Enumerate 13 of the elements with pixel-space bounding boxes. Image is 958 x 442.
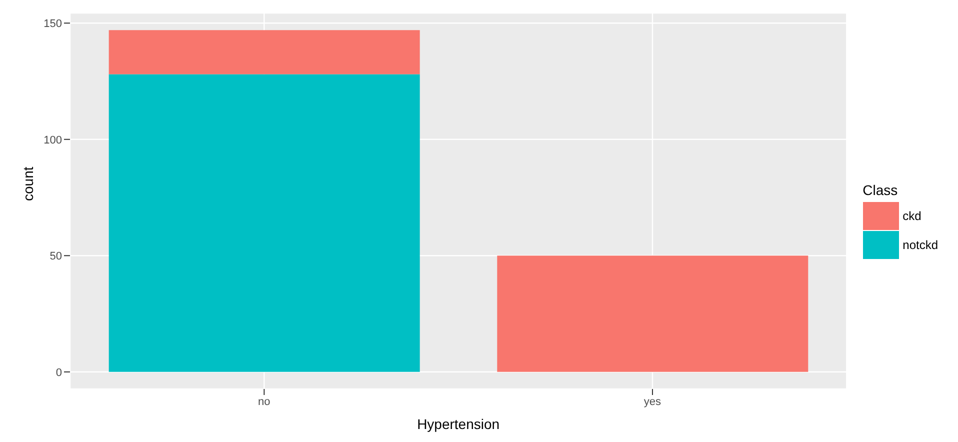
x-tick-label: no <box>258 396 270 408</box>
x-tick-label: yes <box>644 396 662 408</box>
y-tick-label: 0 <box>56 366 62 379</box>
y-tick-label: 150 <box>44 18 62 30</box>
legend-title: Class <box>862 182 899 198</box>
y-axis-title: count <box>20 166 36 201</box>
y-tick-label: 100 <box>44 134 62 146</box>
bar <box>108 30 420 74</box>
legend-label: ckd <box>902 209 922 223</box>
y-tick-label: 50 <box>50 250 62 263</box>
legend-label: notckd <box>902 238 938 252</box>
x-axis-title: Hypertension <box>417 416 500 432</box>
bar <box>497 256 808 372</box>
